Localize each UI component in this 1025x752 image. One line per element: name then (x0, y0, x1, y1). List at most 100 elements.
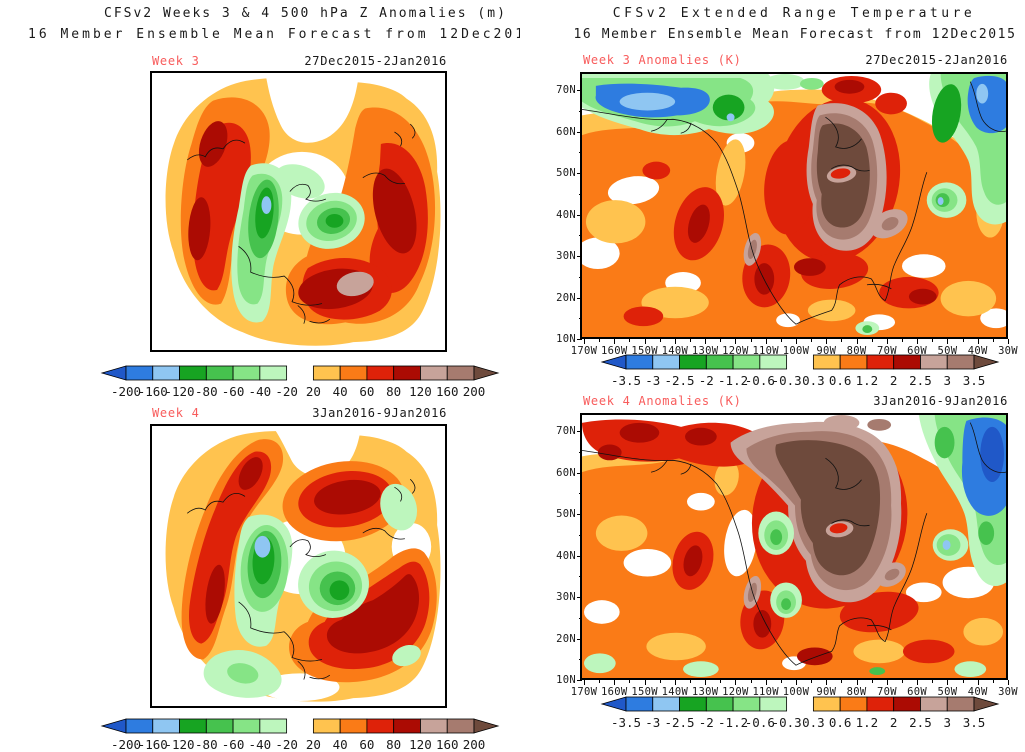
colorbar-tick-label: 3.5 (963, 715, 986, 730)
x-axis-minor-tick (932, 680, 934, 683)
colorbar-tick-label: -80 (195, 737, 218, 752)
colorbar-tick-label: -2 (699, 373, 714, 388)
y-axis-tick-label: 10N (556, 674, 576, 686)
z500-week3-map-graphic (165, 73, 441, 346)
colorbar-tick-label: 0.3 (802, 715, 825, 730)
x-axis-tick-label: 140W (661, 686, 689, 698)
y-axis-major-tick (577, 297, 582, 299)
colorbar-tick-label: -3.5 (611, 715, 641, 730)
colorbar-tick-label: 160 (436, 737, 459, 752)
y-axis-tick-label: 40N (556, 208, 576, 221)
temp-colorbar-week4: -3.5 -3 -2.5 -2 -1.2-0.6-0.3 0.3 0.6 1.2 2 2.5 3 3.… (600, 696, 1000, 730)
x-axis-major-tick (856, 680, 858, 685)
x-axis-major-tick (886, 339, 888, 344)
colorbar-tick-label: 120 (409, 737, 432, 752)
x-axis-tick-label: 70W (876, 686, 897, 698)
colorbar-tick-label: 1.2 (856, 373, 879, 388)
colorbar-tick-label: 200 (463, 384, 486, 399)
colorbar-tick-label: -0.3 (772, 373, 802, 388)
x-axis-major-tick (1008, 680, 1009, 685)
x-axis-tick-label: 30W (998, 345, 1018, 357)
colorbar-tick-label: -1.2 (718, 715, 748, 730)
x-axis-minor-tick (841, 680, 843, 683)
x-axis-major-tick (614, 680, 616, 685)
x-axis-major-tick (977, 680, 979, 685)
temp-week3-map-graphic (582, 74, 1006, 337)
x-axis-tick-label: 140W (661, 345, 689, 357)
x-axis-tick-label: 70W (876, 345, 897, 357)
y-axis-major-tick (577, 555, 582, 557)
temp-week4-label: Week 4 Anomalies (K) (583, 394, 742, 408)
y-axis-major-tick (577, 472, 582, 474)
x-axis-tick-label: 120W (722, 345, 749, 357)
x-axis-tick-label: 110W (752, 686, 779, 698)
x-axis-tick-label: 80W (846, 345, 867, 357)
x-axis-major-tick (735, 680, 737, 685)
temperature-panel: CFSv2 Extended Range Temperature 16 Memb… (520, 0, 1025, 752)
x-axis-major-tick (826, 680, 828, 685)
x-axis-tick-label: 170W (570, 686, 598, 698)
colorbar-tick-label: 20 (306, 384, 321, 399)
x-axis-tick-label: 130W (691, 345, 719, 357)
colorbar-tick-label: -0.3 (772, 715, 802, 730)
y-axis-major-tick (577, 131, 582, 133)
x-axis-major-tick (947, 339, 949, 344)
x-axis-tick-label: 110W (752, 345, 779, 357)
colorbar-tick-label: -160 (138, 737, 168, 752)
x-axis-minor-tick (902, 339, 903, 342)
colorbar-tick-label: 0.6 (829, 715, 852, 730)
x-axis-minor-tick (902, 680, 903, 683)
x-axis-tick-label: 170W (570, 345, 598, 357)
y-axis-minor-tick (579, 235, 582, 237)
y-axis-tick-label: 20N (556, 632, 576, 645)
colorbar-tick-label: 80 (386, 737, 401, 752)
y-axis-major-tick (577, 90, 582, 91)
colorbar-tick-label: -200 (111, 384, 141, 399)
x-axis-tick-label: 40W (967, 686, 988, 698)
x-axis-minor-tick (629, 339, 631, 342)
z500-week4-label: Week 4 (152, 406, 200, 420)
colorbar-tick-label: -0.6 (745, 715, 775, 730)
x-axis-major-tick (614, 339, 616, 344)
x-axis-minor-tick (750, 680, 752, 683)
y-axis-minor-tick (579, 576, 582, 578)
y-axis-tick-label: 10N (556, 333, 576, 345)
y-axis-major-tick (577, 214, 582, 216)
x-axis-minor-tick (871, 339, 873, 342)
colorbar-tick-label: -60 (222, 737, 245, 752)
colorbar-tick-label: 3 (943, 373, 951, 388)
y-axis-tick-label: 30N (556, 250, 576, 262)
colorbar-tick-label: 160 (436, 384, 459, 399)
x-axis-major-tick (584, 680, 585, 685)
x-axis-major-tick (735, 339, 737, 344)
x-axis-tick-label: 90W (816, 345, 837, 357)
x-axis-major-tick (826, 339, 828, 344)
temp-week3-label: Week 3 Anomalies (K) (583, 53, 742, 67)
x-axis-major-tick (644, 339, 646, 344)
temp-week3-dates: 27Dec2015-2Jan2016 (865, 53, 1008, 67)
x-axis-minor-tick (992, 339, 994, 342)
z500-week3-dates: 27Dec2015-2Jan2016 (304, 54, 447, 68)
x-axis-tick-label: 30W (998, 686, 1018, 698)
colorbar-tick-label: -160 (138, 384, 168, 399)
z500-week4-map-graphic (165, 426, 441, 702)
x-axis-tick-label: 160W (601, 686, 628, 698)
y-axis-minor-tick (579, 152, 582, 154)
y-axis-minor-tick (579, 493, 582, 495)
y-axis-major-tick (577, 514, 582, 515)
x-axis-tick-label: 60W (907, 686, 928, 698)
colorbar-tick-label: -20 (275, 737, 298, 752)
x-axis-tick-label: 50W (937, 686, 958, 698)
colorbar-tick-label: -2.5 (664, 715, 694, 730)
colorbar-tick-label: -120 (164, 384, 194, 399)
x-axis-major-tick (977, 339, 979, 344)
x-axis-major-tick (856, 339, 858, 344)
colorbar-tick-label: -3.5 (611, 373, 641, 388)
x-axis-minor-tick (690, 680, 691, 683)
x-axis-minor-tick (811, 339, 813, 342)
colorbar-tick-label: -120 (164, 737, 194, 752)
colorbar-tick-label: 20 (306, 737, 321, 752)
y-axis-major-tick (577, 597, 582, 598)
colorbar-tick-label: -1.2 (718, 373, 748, 388)
